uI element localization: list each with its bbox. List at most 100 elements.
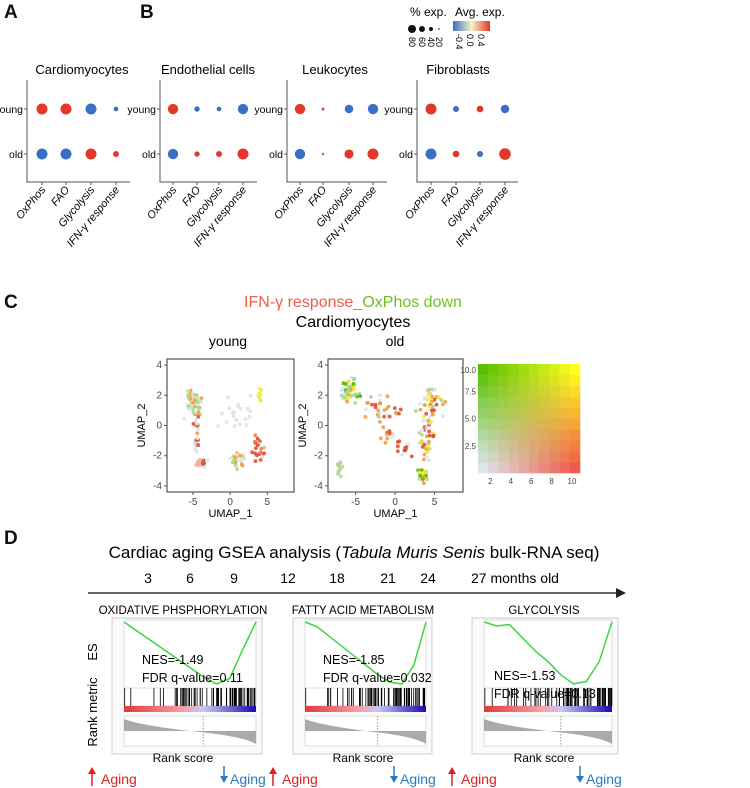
umap-point [253, 433, 258, 438]
umap-point [188, 388, 193, 393]
panel-label-b: B [140, 2, 154, 23]
blend-legend-cell [498, 440, 509, 452]
umap-point [202, 465, 207, 469]
umap-point [232, 424, 237, 428]
umap-point [235, 467, 240, 472]
umap-point [427, 458, 432, 463]
umap-point [378, 436, 383, 441]
aging-down-label: Aging [400, 771, 436, 787]
dot-young-3 [237, 103, 249, 115]
umap-point [437, 395, 441, 399]
blend-legend-cell [488, 385, 499, 397]
umap-point [373, 405, 378, 410]
umap-point [425, 477, 429, 482]
umap-point [191, 394, 196, 399]
umap-point [340, 393, 344, 398]
umap-point [252, 440, 257, 444]
facet-title-old: old [386, 333, 405, 349]
umap-point [417, 431, 422, 435]
gsea-panel-title: OXIDATIVE PHSPHORYLATION [99, 605, 268, 617]
umap-point [431, 433, 436, 438]
rank-score-label: Rank score [153, 751, 214, 765]
blend-legend-cell [539, 385, 550, 397]
blend-legend-cell [549, 374, 560, 387]
panel-label-c: C [4, 292, 18, 313]
umap-point [255, 436, 260, 441]
umap-point [378, 393, 382, 398]
umap-point [255, 443, 260, 447]
blend-legend-cell [539, 429, 550, 441]
blend-y-tick: 5.0 [465, 415, 477, 424]
umap-point [369, 395, 373, 399]
dot-old-2 [85, 148, 97, 160]
blend-legend-cell [518, 407, 530, 419]
size-legend-dot [438, 28, 440, 30]
blend-legend-cell [549, 407, 560, 419]
umap-point [426, 439, 431, 444]
color-legend-tick: -0.4 [454, 34, 464, 50]
nes-value: NES=-1.53 [494, 669, 556, 683]
umap-point [370, 402, 374, 407]
umap-point [425, 455, 429, 460]
umap-point [385, 432, 389, 437]
rank-score-label: Rank score [333, 751, 394, 765]
dot-old-2 [344, 149, 354, 159]
y-tick-label: 0 [156, 421, 162, 432]
umap-point [199, 396, 204, 401]
umap-point [443, 400, 448, 404]
fdr-value: FDR q-value=0.13 [494, 687, 596, 701]
umap-point [395, 444, 400, 449]
dot-young-2 [476, 105, 484, 113]
umap-point [228, 456, 233, 461]
umap-point [194, 399, 199, 404]
umap-point [196, 415, 201, 419]
dotplot-title: Cardiomyocytes [35, 62, 129, 77]
umap-point [426, 444, 431, 449]
umap-point [398, 407, 403, 412]
umap-point [216, 424, 221, 428]
blend-legend-cell [478, 429, 489, 441]
blend-legend-cell [569, 396, 581, 408]
fdr-value: FDR q-value=0.032 [323, 671, 432, 685]
es-plot-area [483, 619, 613, 689]
umap-point [378, 420, 382, 424]
gsea-title-title_italic: Tabula Muris Senis [341, 543, 485, 562]
color-legend-tick: 0.0 [465, 34, 475, 47]
blend-y-tick: 2.5 [465, 442, 477, 451]
dotplot-axes [286, 80, 387, 183]
down-arrow-icon-head [220, 776, 228, 783]
umap-point [345, 389, 350, 394]
blend-legend-cell [508, 429, 520, 441]
umap-point [392, 406, 397, 410]
es-axis-label: ES [85, 643, 100, 661]
blend-legend-cell [488, 407, 499, 419]
blend-legend-cell [498, 462, 509, 474]
title-green-part: _OxPhos down [352, 294, 462, 311]
blend-legend-cell [518, 429, 530, 441]
umap-point [384, 413, 389, 417]
umap-point [186, 395, 191, 400]
blend-legend-cell [569, 418, 581, 430]
umap-point [337, 466, 342, 470]
dot-old-1 [60, 148, 72, 160]
umap-point [248, 393, 253, 398]
umap-point [427, 433, 432, 438]
umap-point [431, 412, 435, 417]
umap-point [250, 450, 255, 455]
blend-legend-cell [549, 440, 560, 452]
row-label-old: old [9, 149, 23, 161]
blend-legend-cell [559, 407, 571, 419]
size-legend-value: 40 [426, 37, 436, 47]
blend-legend-cell [478, 462, 489, 474]
umap-subtitle: Cardiomyocytes [296, 314, 411, 331]
blend-y-tick: 7.5 [465, 387, 477, 396]
umap-point [248, 409, 253, 413]
umap-point [197, 463, 202, 467]
timeline-label: 6 [186, 570, 194, 586]
dot-young-0 [167, 103, 179, 115]
size-legend-title: % exp. [410, 5, 447, 19]
umap-point [258, 450, 263, 455]
umap-point [254, 446, 258, 450]
umap-point [336, 470, 341, 475]
umap-point [382, 408, 387, 413]
